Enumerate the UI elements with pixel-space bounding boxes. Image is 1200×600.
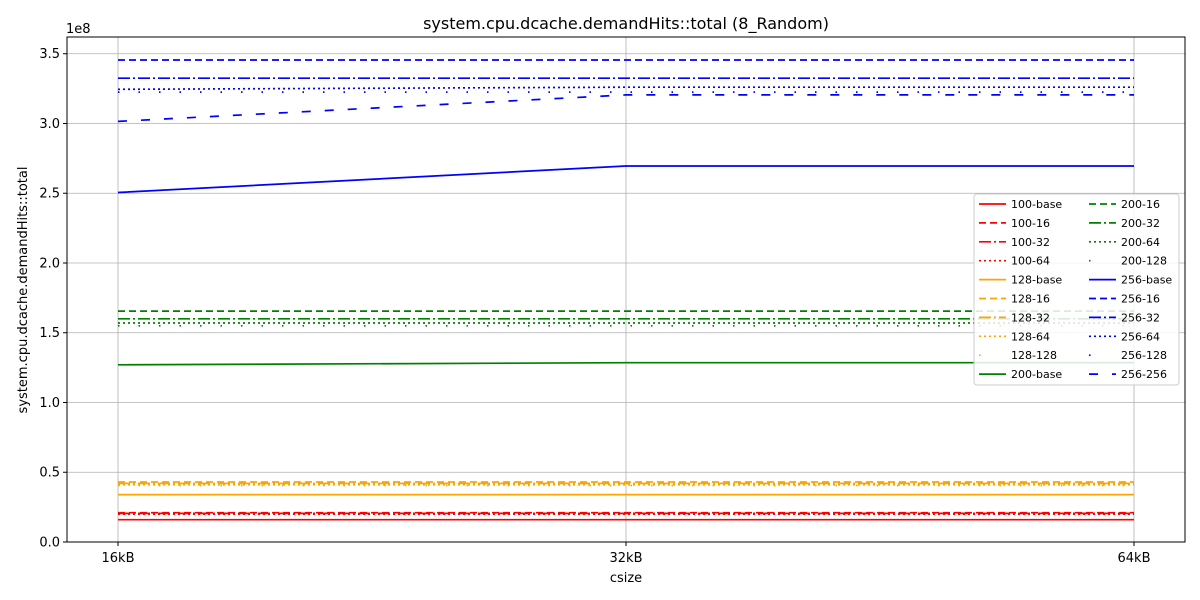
- legend-label: 200-32: [1121, 217, 1160, 230]
- legend-label: 128-base: [1011, 274, 1062, 287]
- axes: 0.0 0.5 1.0 1.5 2.0 2.5 3.0 3.5 16kB 32kB 64kB: [39, 47, 1150, 566]
- y-tick-label: 3.0: [39, 117, 60, 132]
- legend-label: 256-32: [1121, 311, 1160, 324]
- x-axis-label: csize: [610, 571, 642, 586]
- legend-label: 200-base: [1011, 368, 1062, 381]
- legend-label: 100-base: [1011, 198, 1062, 211]
- legend-label: 256-base: [1121, 274, 1172, 287]
- series-line-256-base: [117, 165, 1134, 194]
- legend-label: 256-16: [1121, 293, 1160, 306]
- y-tick-label: 0.0: [39, 536, 60, 551]
- y-axis-label: system.cpu.dcache.demandHits::total: [16, 167, 31, 414]
- series-line-256-64: [117, 86, 1134, 91]
- legend-label: 256-64: [1121, 330, 1160, 343]
- y-tick-label: 3.5: [39, 47, 60, 62]
- legend-label: 100-16: [1011, 217, 1050, 230]
- x-tick-label: 16kB: [102, 551, 135, 566]
- series-lines: [117, 59, 1134, 521]
- legend-label: 200-64: [1121, 236, 1160, 249]
- legend-label: 256-256: [1121, 368, 1167, 381]
- legend-label: 200-128: [1121, 255, 1167, 268]
- legend: 100-base 100-16 100-32 100-64 128-base 128-16…: [973, 193, 1180, 386]
- x-tick-label: 64kB: [1118, 551, 1151, 566]
- y-tick-label: 2.5: [39, 187, 60, 202]
- x-tick-label: 32kB: [610, 551, 643, 566]
- legend-label: 128-32: [1011, 311, 1050, 324]
- y-tick-label: 1.5: [39, 326, 60, 341]
- legend-label: 256-128: [1121, 349, 1167, 362]
- y-tick-label: 0.5: [39, 466, 60, 481]
- y-tick-label: 1.0: [39, 396, 60, 411]
- legend-label: 128-16: [1011, 293, 1050, 306]
- chart-title: system.cpu.dcache.demandHits::total (8_R…: [423, 14, 829, 34]
- y-axis-multiplier: 1e8: [66, 22, 91, 37]
- legend-label: 128-128: [1011, 349, 1057, 362]
- series-line-200-base: [117, 361, 1134, 366]
- legend-label: 128-64: [1011, 330, 1050, 343]
- legend-label: 100-32: [1011, 236, 1050, 249]
- y-tick-label: 2.0: [39, 256, 60, 271]
- legend-label: 200-16: [1121, 198, 1160, 211]
- legend-label: 100-64: [1011, 255, 1050, 268]
- series-line-256-256: [117, 94, 1134, 123]
- legend-box: [973, 193, 1180, 386]
